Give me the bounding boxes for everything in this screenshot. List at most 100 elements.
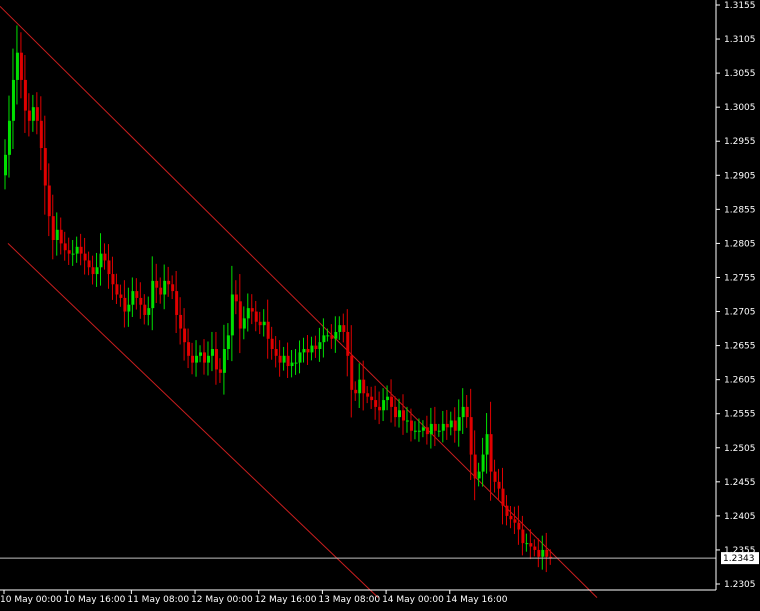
candle-body [378,406,382,411]
x-tick-label: 10 May 16:00 [64,595,126,605]
candle [115,273,119,305]
candle-body [330,335,334,339]
y-tick-label: 1.2655 [724,342,756,352]
candle [19,32,23,99]
candle-body [234,294,238,302]
candle [525,533,529,552]
candle [91,255,95,285]
candle [7,95,11,178]
candle [47,163,51,237]
candle [477,462,481,487]
candle-body [386,396,390,401]
channel-line-lower [7,243,379,598]
candle [318,327,322,362]
candle [59,217,63,255]
candle [473,430,477,501]
candle-body [521,529,525,544]
candle [278,340,282,377]
candle [250,294,254,325]
candle [521,515,525,556]
candle-body [238,301,242,329]
candle-body [282,355,286,363]
candle [394,396,398,427]
candle-body [75,246,79,254]
candle-body [218,369,222,373]
candle [354,381,358,401]
candle-body [79,246,83,254]
candle-body [433,423,437,431]
candle [15,25,19,105]
candle-body [87,260,91,268]
candle [139,282,143,319]
candle-body [346,331,350,356]
candle [155,263,159,304]
candle-body [541,549,545,557]
candle-body [119,294,123,298]
y-tick-label: 1.2605 [724,376,756,386]
candle [175,270,179,334]
candle-body [11,79,15,121]
candle [417,418,421,442]
candle-body [242,318,246,329]
candle-body [206,355,210,363]
candle-body [210,348,214,356]
candle-body [254,311,258,322]
candle-body [4,154,7,176]
candle-body [366,393,370,397]
candle-body [171,284,175,292]
candle [31,94,35,132]
candle [465,394,469,428]
candle [63,231,67,261]
candle [206,341,210,376]
candle [290,350,294,378]
candle-body [19,52,23,80]
candle [457,399,461,447]
candle-body [425,427,429,435]
candle [107,244,111,289]
candle [310,336,314,361]
candle [226,323,230,361]
candle-body [529,543,533,547]
y-tick-label: 1.2505 [724,444,756,454]
candle-body [302,348,306,353]
candle [425,415,429,445]
y-tick-label: 1.2905 [724,171,756,181]
candle-body [421,427,425,431]
candle-body [270,338,274,349]
candle-body [43,148,47,186]
candle-body [111,274,115,285]
candle [270,326,274,360]
candle-body [513,519,517,523]
candle [75,236,79,263]
candle [449,411,453,436]
candle-body [262,321,266,326]
candle-body [417,430,421,432]
candle-body [151,280,155,309]
candle [195,340,199,377]
candle-body [493,471,497,482]
candle-body [286,355,290,367]
candle [485,413,489,474]
candle-body [123,297,127,312]
candle [537,538,541,568]
candle-body [51,216,55,241]
candle [23,55,27,133]
candle-body [473,454,477,479]
candle-body [143,304,147,315]
candle-body [362,379,366,394]
current-price-label-bg [721,552,759,565]
candle [322,318,326,358]
candle-body [294,362,298,364]
candle-body [314,345,318,349]
candle-body [230,294,234,336]
candle [159,277,163,304]
candle [501,467,505,525]
candle [433,406,437,447]
candle [298,340,302,374]
candle-body [322,335,326,343]
candle [334,316,338,353]
y-tick-label: 1.2955 [724,137,756,147]
